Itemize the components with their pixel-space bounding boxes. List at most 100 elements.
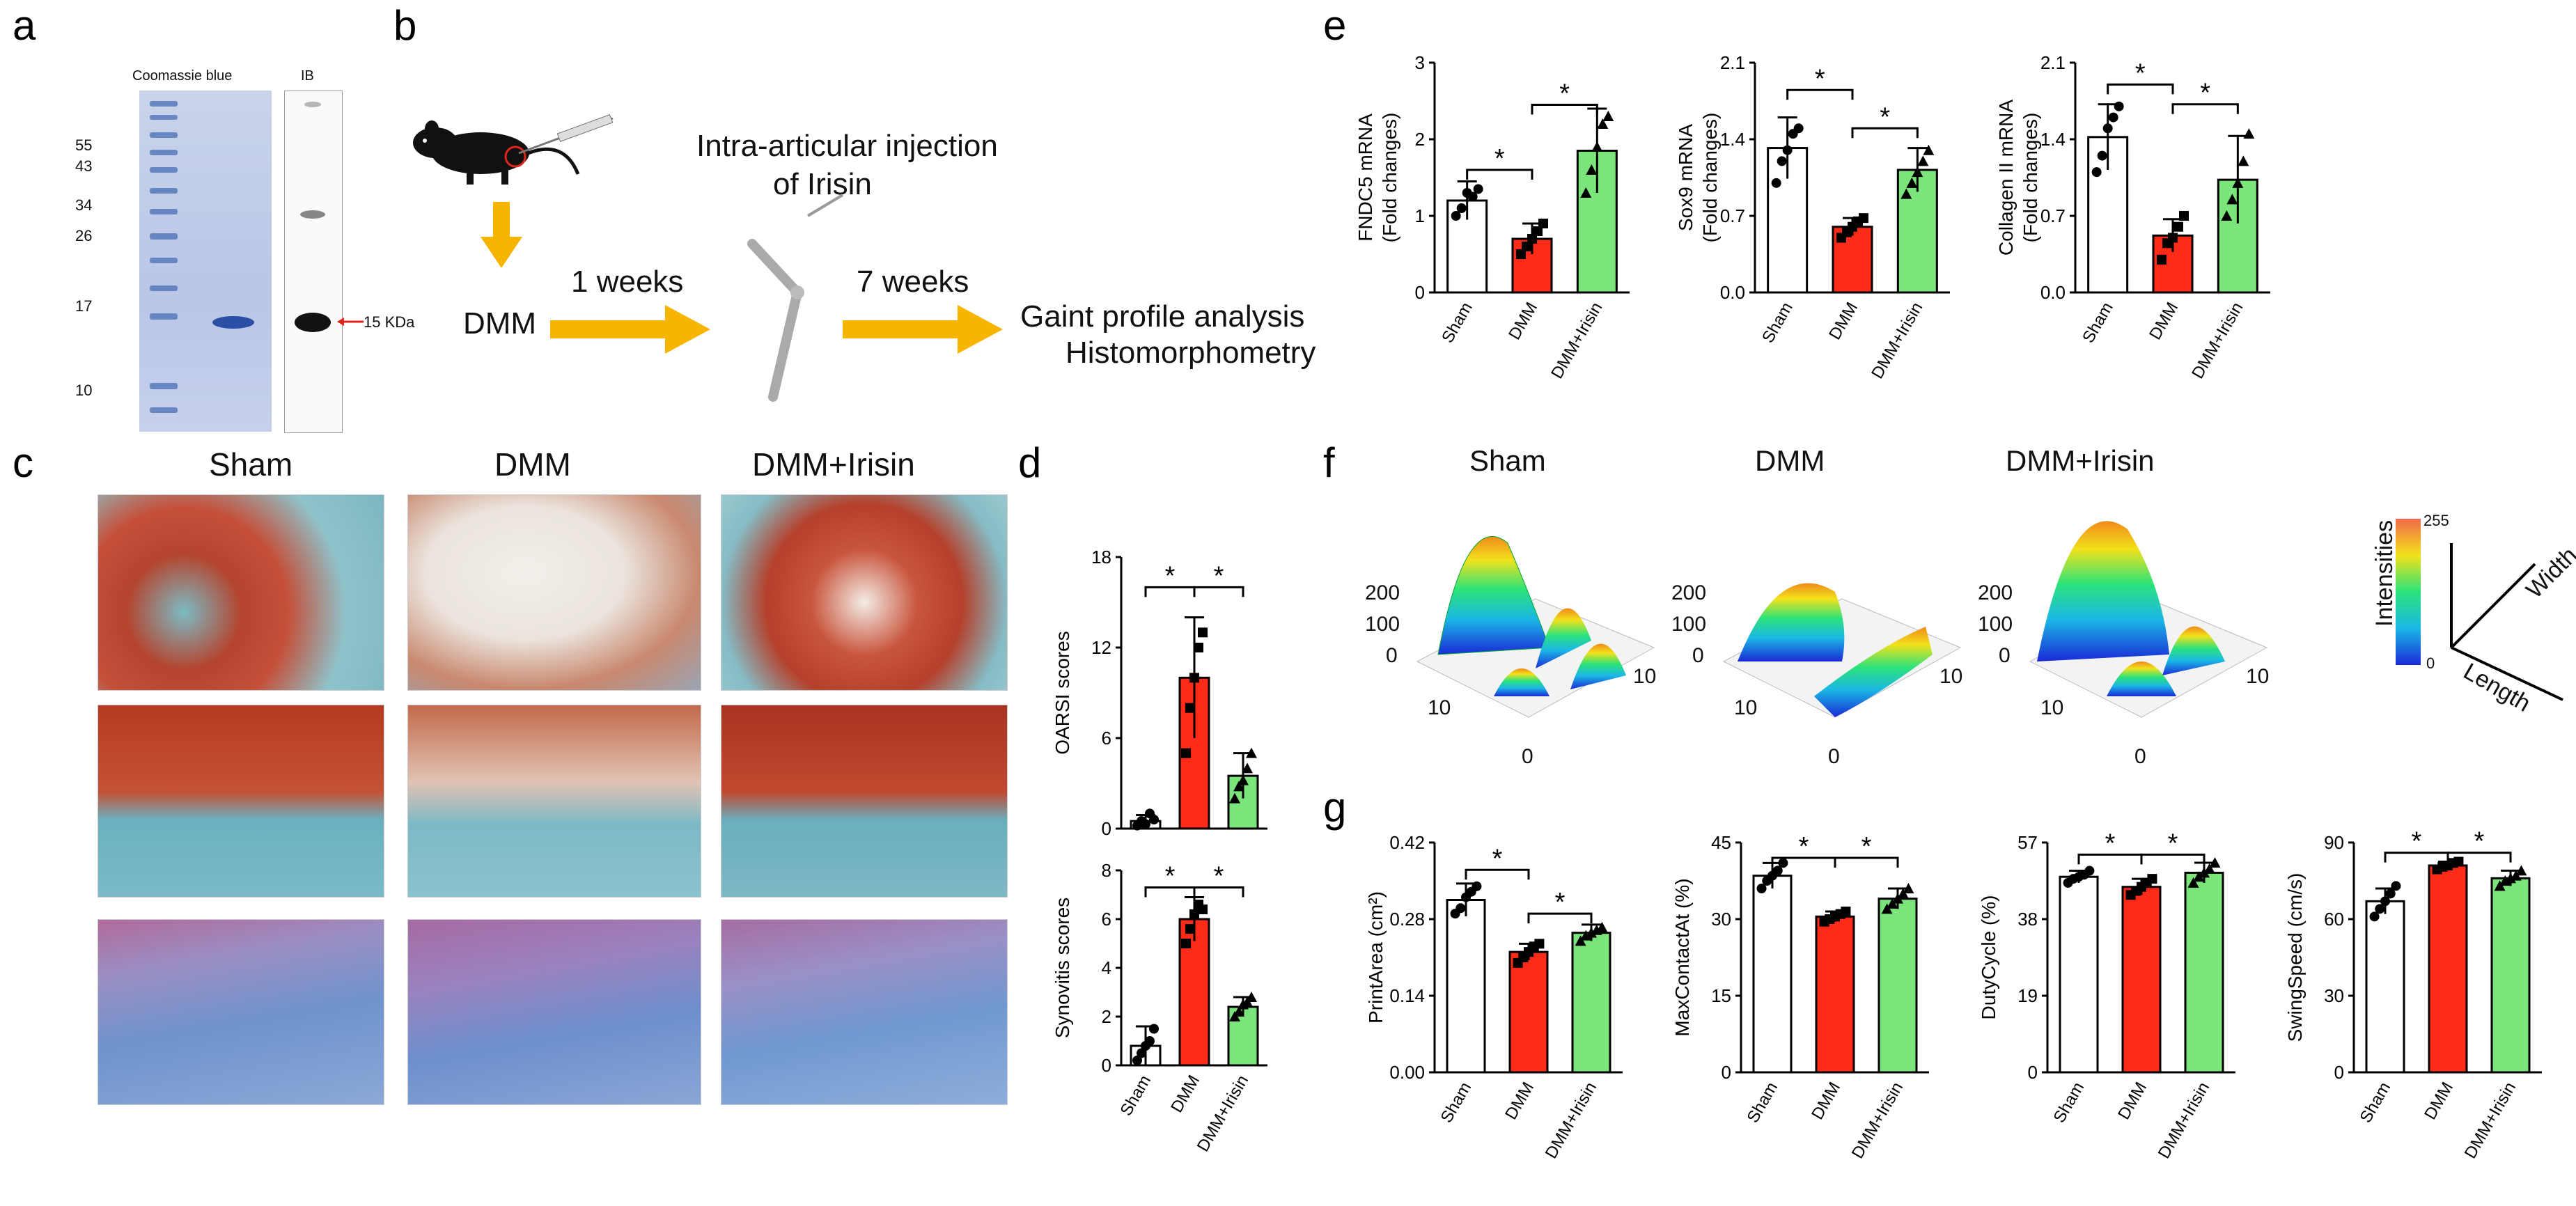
y-tick-label: 19 xyxy=(2017,985,2038,1006)
gel-marker-55: 55 xyxy=(75,136,93,154)
y-tick-label: 0 xyxy=(2028,1062,2038,1083)
chart-e3: 0.0 0.7 1.4 2.1 Collagen II mRNA (Fold change… xyxy=(1995,52,2270,382)
data-point xyxy=(1533,226,1543,236)
data-point xyxy=(1538,219,1548,228)
significance-star: * xyxy=(1815,64,1825,93)
data-point xyxy=(1451,211,1461,221)
y-tick-label: 12 xyxy=(1091,637,1111,658)
y-tick-label: 8 xyxy=(1102,860,1111,881)
data-point xyxy=(2232,177,2244,188)
axes-orientation-icon xyxy=(2450,543,2563,701)
data-point xyxy=(2226,194,2238,205)
data-point xyxy=(1575,935,1586,946)
data-point xyxy=(1917,155,1929,166)
histo-col-dmm: DMM xyxy=(494,446,571,483)
data-point xyxy=(1456,203,1467,213)
data-point xyxy=(1181,748,1191,758)
significance-star: * xyxy=(2168,829,2178,858)
chart-g1: 0.00 0.14 0.28 0.42 PrintArea (cm²) Sham DMM DM… xyxy=(1365,832,1623,1162)
gait1-ztick-200: 200 xyxy=(1365,581,1400,604)
right-arrow-1-icon xyxy=(550,305,710,354)
y-tick-label: 90 xyxy=(2324,832,2344,853)
gait2-xtick-10: 10 xyxy=(1734,696,1758,719)
time-label-1: 1 weeks xyxy=(571,265,684,299)
histology-dmm-joint xyxy=(407,494,701,691)
y-axis-label: OARSI scores xyxy=(1052,631,1073,754)
y-tick-label: 3 xyxy=(1415,52,1425,73)
colorbar-min: 0 xyxy=(2426,655,2435,672)
data-point xyxy=(1906,177,1918,188)
histology-irisin-synovium xyxy=(721,919,1008,1105)
data-point xyxy=(1189,909,1199,919)
histology-sham-cartilage xyxy=(97,705,384,898)
significance-bracket xyxy=(1786,88,1854,100)
significance-bracket xyxy=(1527,912,1593,924)
bar-dmm xyxy=(1508,950,1549,1074)
data-point xyxy=(1455,903,1466,914)
data-point xyxy=(2199,867,2210,878)
significance-star: * xyxy=(1799,832,1809,861)
panel-label-b: b xyxy=(393,2,417,49)
y-tick-label: 2 xyxy=(1415,129,1425,150)
data-point xyxy=(1467,191,1478,202)
data-point xyxy=(1580,930,1592,941)
panel-label-c: c xyxy=(13,439,33,486)
data-point xyxy=(1591,924,1602,935)
y-tick-label: 0.42 xyxy=(1389,832,1425,853)
knee-joint-icon xyxy=(747,194,844,402)
data-point xyxy=(1912,166,1923,178)
significance-star: * xyxy=(1559,79,1570,109)
data-point xyxy=(1586,164,1598,175)
significance-star: * xyxy=(1861,832,1872,861)
histology-dmm-synovium xyxy=(407,919,701,1105)
significance-star: * xyxy=(2105,829,2116,858)
gait1-ztick-0: 0 xyxy=(1386,644,1398,667)
y-axis-label: MaxContactAt (%) xyxy=(1671,878,1693,1036)
data-point xyxy=(1198,627,1208,638)
y-tick-label: 60 xyxy=(2324,909,2344,930)
data-point xyxy=(1903,883,1914,893)
data-point xyxy=(1602,111,1614,121)
x-tick-label: DMM+Irisin xyxy=(1194,1072,1252,1155)
data-point xyxy=(2203,863,2215,874)
y-axis-label: SwingSpeed (cm/s) xyxy=(2284,873,2306,1042)
y-axis-label-2: (Fold changes) xyxy=(2020,113,2041,243)
significance-bracket xyxy=(2140,853,2206,865)
y-tick-label: 0.28 xyxy=(1389,909,1425,930)
gel-lane-label-ib: IB xyxy=(301,68,314,84)
chart-g2: 0 15 30 45 MaxContactAt (%) Sham DMM DMM+Irisin… xyxy=(1671,832,1929,1162)
data-point xyxy=(1591,141,1603,152)
x-tick-label: DMM xyxy=(1825,299,1861,343)
gait2-ztick-200: 200 xyxy=(1671,581,1707,604)
significance-bracket xyxy=(1193,586,1244,597)
y-tick-label: 0 xyxy=(1102,818,1111,839)
y-tick-label: 0 xyxy=(1102,1055,1111,1076)
y-tick-label: 45 xyxy=(1711,832,1731,853)
y-tick-label: 0.7 xyxy=(1720,205,1745,226)
significance-star: * xyxy=(1165,561,1176,590)
gait3-xtick-10: 10 xyxy=(2040,696,2064,719)
gait2-xtick-0: 0 xyxy=(1828,745,1840,768)
significance-star: * xyxy=(2474,827,2485,856)
data-point xyxy=(1522,242,1531,251)
mouse-icon xyxy=(413,114,614,185)
data-point xyxy=(1238,774,1249,785)
data-point xyxy=(1472,881,1482,891)
data-point xyxy=(1198,904,1208,914)
gel-marker-43: 43 xyxy=(75,157,93,175)
data-point xyxy=(2380,896,2390,907)
bar-dmm-irisin xyxy=(1571,932,1611,1074)
data-point xyxy=(1149,815,1159,824)
histology-dmm-cartilage xyxy=(407,705,701,898)
data-point xyxy=(1793,123,1804,134)
x-tick-label: Sham xyxy=(1758,299,1797,347)
data-point xyxy=(1229,792,1240,804)
gait3-ztick-100: 100 xyxy=(1978,613,2013,636)
y-axis-label: Sox9 mRNA xyxy=(1675,124,1696,231)
data-point xyxy=(1194,643,1203,652)
gel-bands xyxy=(150,101,331,413)
x-tick-label: DMM xyxy=(2146,299,2182,343)
data-point xyxy=(2091,167,2102,178)
y-tick-label: 6 xyxy=(1102,728,1111,749)
